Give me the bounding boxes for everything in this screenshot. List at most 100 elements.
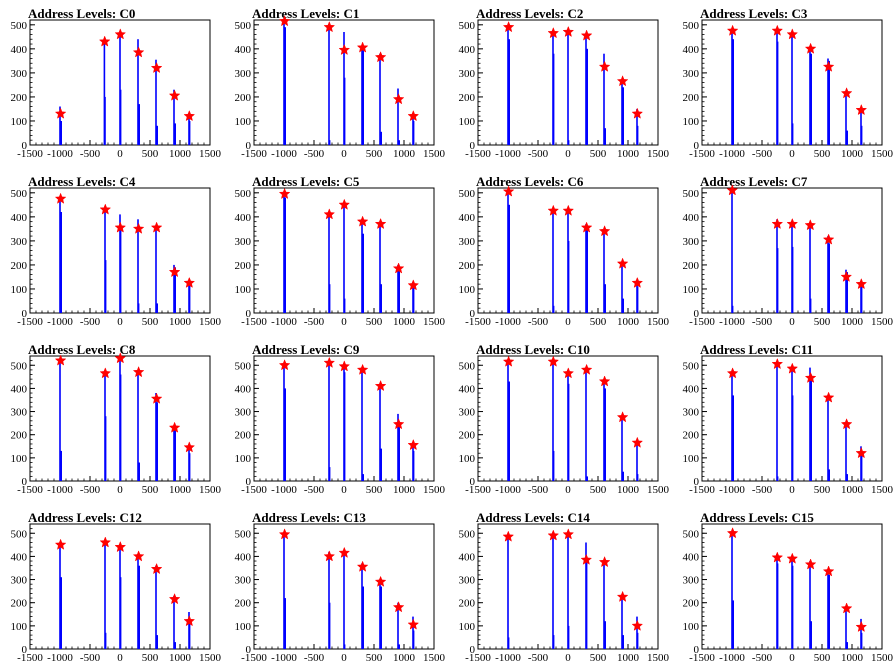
bar xyxy=(59,106,61,145)
bar xyxy=(397,413,399,481)
x-tick-label: -1500 xyxy=(465,652,491,664)
bar xyxy=(362,48,364,145)
bar xyxy=(636,474,639,481)
star-marker xyxy=(392,93,405,105)
bar xyxy=(585,36,587,145)
x-tick-label: 0 xyxy=(117,652,123,664)
star-marker xyxy=(356,215,369,227)
star-marker xyxy=(822,565,835,577)
chart-panel: Address Levels: C3 0 100 200 300 400 500 -1500-… xyxy=(672,0,896,168)
star-marker xyxy=(150,562,163,575)
bar xyxy=(328,212,330,313)
bar xyxy=(585,369,587,481)
bar xyxy=(398,425,400,481)
y-tick-label: 300 xyxy=(11,575,28,587)
star-marker xyxy=(547,529,560,541)
x-tick-label: 1500 xyxy=(647,316,670,328)
chart-panel: Address Levels: C8 0 100 200 300 400 500 -1500-… xyxy=(0,336,224,504)
bar xyxy=(507,637,510,649)
x-tick-label: -1000 xyxy=(271,484,297,496)
x-tick-label: 1500 xyxy=(871,652,894,664)
bar xyxy=(174,642,176,649)
star-marker xyxy=(855,620,868,633)
y-tick-label: 500 xyxy=(683,528,700,540)
bar xyxy=(552,533,554,649)
star-marker xyxy=(54,107,67,119)
bar xyxy=(809,298,812,313)
x-tick-label: 1000 xyxy=(617,316,640,328)
star-marker xyxy=(822,233,835,245)
y-tick-label: 400 xyxy=(11,383,28,395)
bar xyxy=(828,243,830,313)
bar xyxy=(636,441,638,481)
star-marker xyxy=(132,46,145,58)
bar xyxy=(732,39,734,146)
bar xyxy=(59,197,61,313)
x-tick-label: 500 xyxy=(366,148,383,160)
bar xyxy=(104,632,107,649)
bar xyxy=(343,372,346,481)
y-tick-label: 300 xyxy=(235,236,252,248)
x-tick-label: -1500 xyxy=(241,316,267,328)
star-marker xyxy=(338,360,351,372)
y-tick-label: 0 xyxy=(246,308,252,320)
y-tick-label: 0 xyxy=(694,308,700,320)
plot-area: 0 100 200 300 400 500 -1500 -1000 -500 0 500 1000 15… xyxy=(459,523,670,664)
x-tick-label: 1500 xyxy=(423,652,446,664)
y-tick-label: 400 xyxy=(235,383,252,395)
bar xyxy=(59,360,61,481)
y-tick-label: 200 xyxy=(459,598,476,610)
x-tick-label: -500 xyxy=(80,316,101,328)
bar xyxy=(188,284,191,313)
bar xyxy=(552,53,555,146)
bar xyxy=(507,190,509,313)
bar xyxy=(508,39,510,146)
star-marker xyxy=(771,551,784,563)
star-marker xyxy=(598,225,611,237)
star-marker xyxy=(323,356,336,368)
star-marker xyxy=(114,540,127,553)
bar xyxy=(412,450,415,481)
bar xyxy=(379,383,381,481)
y-tick-label: 200 xyxy=(235,260,252,272)
bar xyxy=(173,595,175,649)
chart-title: Address Levels: C0 xyxy=(28,6,136,21)
bar xyxy=(328,140,331,145)
y-tick-label: 200 xyxy=(683,260,700,272)
bar xyxy=(776,476,779,481)
bar xyxy=(791,32,793,145)
bar xyxy=(137,219,139,314)
bar xyxy=(809,224,811,313)
bar xyxy=(188,121,191,145)
chart-panel: Address Levels: C13 0 100 200 300 400 500 -1500… xyxy=(224,504,448,672)
y-tick-label: 400 xyxy=(683,44,700,56)
star-marker xyxy=(631,276,644,288)
star-marker xyxy=(183,441,196,453)
bar xyxy=(776,41,779,145)
chart-title: Address Levels: C11 xyxy=(700,342,814,357)
bar xyxy=(585,224,587,313)
star-marker xyxy=(374,575,387,587)
x-tick-label: 500 xyxy=(814,316,831,328)
star-marker xyxy=(99,203,112,215)
bar xyxy=(552,635,555,649)
plot-area: 0 100 200 300 400 500 -1500 -1000 -500 0 500 1000 15… xyxy=(683,19,894,160)
bar xyxy=(379,221,381,313)
y-tick-label: 200 xyxy=(683,92,700,104)
plot-area: 0 100 200 300 400 500 -1500 -1000 -500 0 500 1000 15… xyxy=(235,355,446,496)
bar xyxy=(119,577,122,649)
star-marker xyxy=(804,219,817,231)
star-marker xyxy=(616,590,629,602)
star-marker xyxy=(547,355,560,367)
plot-area: 0 100 200 300 400 500 -1500 -1000 -500 0 500 1000 15… xyxy=(459,185,670,328)
y-tick-label: 300 xyxy=(683,575,700,587)
bar xyxy=(284,388,286,481)
x-tick-label: 0 xyxy=(117,148,123,160)
bar xyxy=(173,425,175,481)
star-marker xyxy=(356,363,369,375)
bar xyxy=(174,430,176,481)
y-tick-label: 0 xyxy=(694,644,700,656)
x-tick-label: -1500 xyxy=(17,484,43,496)
chart-panel: Address Levels: C9 0 100 200 300 400 500 -1500-… xyxy=(224,336,448,504)
x-tick-label: -1000 xyxy=(47,484,73,496)
